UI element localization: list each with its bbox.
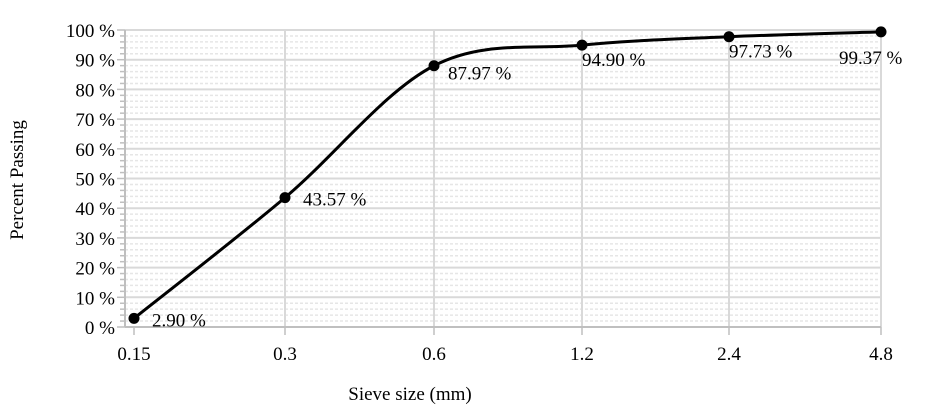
data-point-marker	[875, 26, 887, 38]
major-gridlines	[125, 29, 881, 299]
chart-axes	[117, 29, 882, 335]
x-tick-label: 0.3	[273, 344, 297, 365]
y-tick-label: 60 %	[75, 140, 115, 161]
data-point-marker	[723, 31, 735, 43]
x-tick-label: 0.6	[422, 344, 446, 365]
y-tick-label: 20 %	[75, 259, 115, 280]
data-point-marker	[428, 60, 440, 72]
data-label: 87.97 %	[448, 64, 512, 85]
data-label: 94.90 %	[582, 50, 646, 71]
y-tick-label: 70 %	[75, 110, 115, 131]
y-tick-label: 100 %	[66, 21, 115, 42]
percent-passing-curve	[132, 30, 883, 320]
y-axis-title: Percent Passing	[7, 120, 28, 240]
y-tick-label: 80 %	[75, 80, 115, 101]
x-axis-title: Sieve size (mm)	[348, 384, 471, 405]
x-tick-label: 0.15	[117, 344, 150, 365]
y-tick-label: 40 %	[75, 199, 115, 220]
x-tick-label: 4.8	[869, 344, 893, 365]
data-labels: 2.90 % 43.57 % 87.97 % 94.90 % 97.73 % 99.37 …	[152, 42, 903, 332]
y-axis-tick-labels: 0 % 10 % 20 % 30 % 40 % 50 % 60 % 70 % 80 % 90 % 1…	[66, 21, 115, 339]
data-point-marker	[128, 312, 140, 324]
data-label: 43.57 %	[303, 190, 367, 211]
x-tick-label: 1.2	[570, 344, 594, 365]
data-point-markers	[128, 26, 887, 324]
y-tick-label: 10 %	[75, 288, 115, 309]
y-tick-label: 30 %	[75, 229, 115, 250]
minor-gridlines	[125, 35, 881, 322]
x-tick-label: 2.4	[717, 344, 741, 365]
y-tick-label: 0 %	[85, 318, 115, 339]
data-point-marker	[279, 192, 291, 204]
data-label: 99.37 %	[839, 48, 903, 69]
vertical-gridlines	[284, 30, 882, 327]
x-axis-tick-labels: 0.15 0.3 0.6 1.2 2.4 4.8	[117, 344, 893, 365]
data-point-marker	[576, 39, 588, 51]
data-label: 97.73 %	[729, 42, 793, 63]
y-tick-label: 90 %	[75, 51, 115, 72]
data-label: 2.90 %	[152, 310, 206, 331]
y-tick-label: 50 %	[75, 170, 115, 191]
